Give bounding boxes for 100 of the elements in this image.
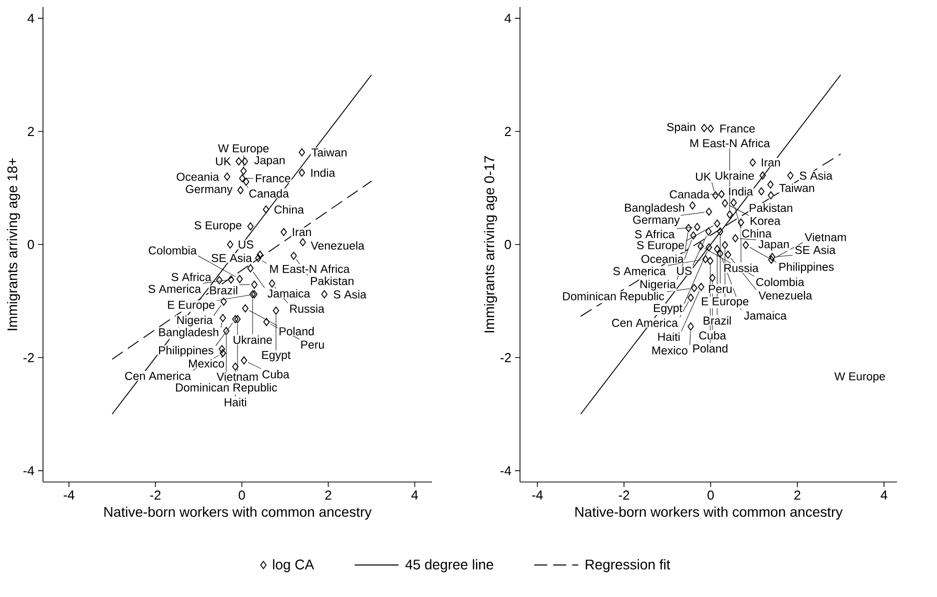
y-tick-label: 4 bbox=[504, 14, 512, 23]
annotation: Vietnam bbox=[804, 232, 846, 242]
annotation: India bbox=[311, 168, 336, 177]
annotation: Colombia bbox=[148, 246, 197, 254]
annotation: M East-N Africa bbox=[690, 138, 770, 148]
annotation: Mexico bbox=[189, 359, 224, 368]
annotation: China bbox=[742, 229, 772, 238]
annotation: Cuba bbox=[699, 331, 726, 340]
annotation: S Africa bbox=[634, 230, 675, 238]
annotation: Cen America bbox=[612, 318, 678, 327]
annotation: Bangladesh bbox=[159, 328, 218, 339]
x-tick-label: -2 bbox=[150, 490, 160, 500]
y-tick-label: 0 bbox=[504, 240, 511, 250]
annotation: US bbox=[238, 240, 254, 249]
annotation: S America bbox=[613, 266, 666, 276]
annotation: SE Asia bbox=[212, 254, 252, 262]
annotation: M East-N Africa bbox=[270, 264, 350, 274]
annotation: S Africa bbox=[172, 272, 212, 282]
annotation: W Europe bbox=[834, 372, 885, 383]
annotation: Philippines bbox=[159, 346, 214, 357]
annotation: Taiwan bbox=[779, 184, 814, 192]
x-tick-label: 0 bbox=[238, 490, 245, 500]
annotation: Oceania bbox=[641, 254, 684, 264]
annotation: Venezuela bbox=[758, 291, 812, 300]
annotation: Venezuela bbox=[310, 241, 364, 250]
y-axis-title: Immigrants arriving age 18+ bbox=[6, 158, 20, 330]
annotation: Spain bbox=[667, 122, 696, 134]
y-tick-label: -4 bbox=[23, 466, 34, 476]
annotation: Brazil bbox=[704, 316, 731, 325]
legend-label: Regression fit bbox=[586, 559, 670, 572]
x-tick-label: 4 bbox=[411, 490, 418, 500]
annotation: Iran bbox=[762, 158, 780, 167]
annotation: Peru bbox=[301, 340, 324, 349]
annotation: Jamaica bbox=[268, 289, 310, 298]
annotation: S Asia bbox=[800, 171, 832, 180]
x-tick-label: 2 bbox=[794, 490, 800, 500]
annotation: Canada bbox=[670, 190, 710, 198]
annotation: Canada bbox=[249, 189, 289, 198]
annotation: Germany bbox=[633, 216, 680, 226]
annotation: W Europe bbox=[218, 144, 269, 155]
annotation: Iran bbox=[292, 228, 311, 236]
annotation: Colombia bbox=[756, 278, 804, 286]
annotation: Mexico bbox=[652, 346, 688, 354]
annotation: France bbox=[256, 174, 290, 182]
annotation: Bangladesh bbox=[625, 203, 684, 214]
annotation: Pakistan bbox=[750, 204, 792, 212]
y-tick-label: 0 bbox=[28, 240, 34, 250]
annotation: China bbox=[274, 205, 304, 214]
annotation: Ukraine bbox=[716, 171, 754, 180]
annotation: US bbox=[677, 266, 692, 275]
annotation: Dominican Republic bbox=[563, 292, 664, 303]
annotation: S America bbox=[148, 284, 201, 293]
x-tick-label: -4 bbox=[532, 490, 543, 500]
annotation: UK bbox=[216, 157, 231, 166]
annotation: Poland bbox=[693, 344, 728, 353]
y-tick-label: -4 bbox=[500, 466, 512, 476]
annotation: Nigeria bbox=[640, 280, 676, 291]
y-tick-label: 4 bbox=[28, 14, 34, 23]
annotation: Korea bbox=[750, 216, 780, 225]
annotation: Germany bbox=[186, 185, 233, 196]
y-tick-label: 2 bbox=[504, 126, 511, 136]
annotation: Japan bbox=[254, 156, 285, 167]
annotation: Oceania bbox=[176, 172, 220, 181]
annotation: France bbox=[720, 124, 755, 133]
annotation: Cuba bbox=[262, 370, 290, 378]
x-tick-label: 0 bbox=[708, 490, 714, 500]
legend-label: 45 degree line bbox=[405, 559, 494, 572]
x-axis-title: Native-born workers with common ancestry bbox=[575, 506, 843, 520]
annotation: Haiti bbox=[224, 398, 246, 406]
annotation: India bbox=[729, 187, 754, 196]
annotation: Russia bbox=[724, 264, 759, 272]
annotation: Peru bbox=[709, 284, 732, 293]
annotation: S Europe bbox=[194, 221, 242, 232]
x-tick-label: 2 bbox=[325, 490, 332, 500]
annotation: Cen America bbox=[125, 372, 192, 380]
annotation: Russia bbox=[290, 304, 324, 313]
annotation: E Europe bbox=[702, 297, 748, 308]
annotation: Taiwan bbox=[312, 148, 346, 157]
annotation: Egypt bbox=[262, 350, 291, 362]
annotation: Brazil bbox=[210, 286, 238, 294]
y-tick-label: 2 bbox=[28, 126, 34, 136]
annotation: Nigeria bbox=[177, 316, 213, 326]
x-tick-label: 4 bbox=[880, 490, 888, 500]
annotation: Haiti bbox=[658, 332, 680, 341]
y-axis-title: Immigrants arriving age 0-17 bbox=[484, 156, 498, 332]
x-axis-title: Native-born workers with common ancestry bbox=[104, 506, 372, 520]
annotation: Vietnam bbox=[216, 372, 258, 381]
annotation: S Europe bbox=[637, 241, 684, 252]
annotation: Egypt bbox=[654, 304, 682, 314]
y-tick-label: -2 bbox=[500, 353, 511, 362]
annotation: Poland bbox=[280, 326, 314, 336]
x-tick-label: -2 bbox=[618, 490, 630, 500]
x-tick-label: -4 bbox=[64, 490, 74, 500]
annotation: Philippines bbox=[779, 262, 834, 274]
annotation: UK bbox=[696, 172, 711, 181]
annotation: Dominican Republic bbox=[176, 383, 278, 394]
annotation: Ukraine bbox=[234, 336, 272, 344]
annotation: E Europe bbox=[168, 300, 215, 312]
annotation: Jamaica bbox=[744, 311, 787, 320]
y-tick-label: -2 bbox=[23, 353, 34, 362]
